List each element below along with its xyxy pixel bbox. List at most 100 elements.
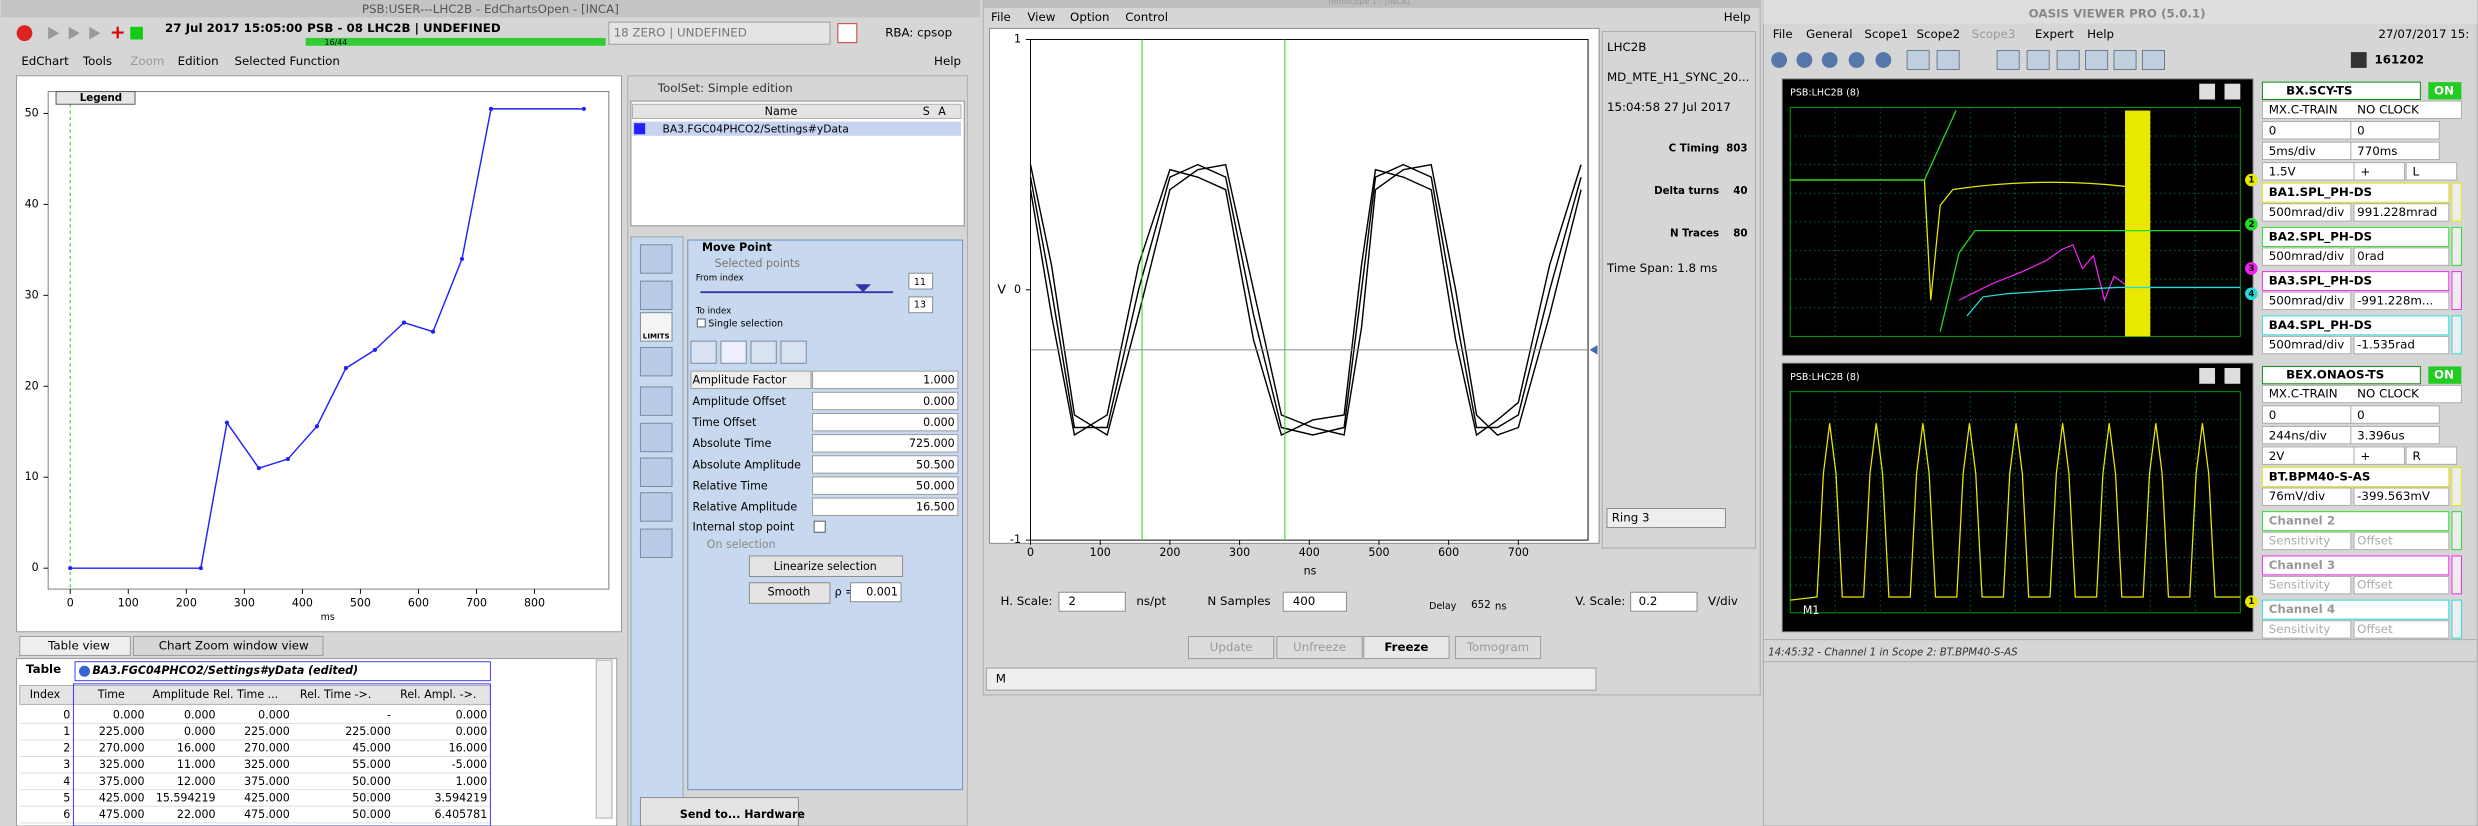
- menu-item[interactable]: Scope2: [1917, 27, 1961, 41]
- input[interactable]: [812, 434, 959, 453]
- channel-box[interactable]: [2261, 315, 2450, 336]
- tool-icon[interactable]: [2026, 50, 2050, 70]
- mode-button[interactable]: [690, 340, 717, 364]
- channel-toggle[interactable]: [2451, 226, 2462, 266]
- menu-item[interactable]: Option: [1070, 10, 1109, 24]
- channel-box[interactable]: [2261, 599, 2450, 620]
- tool-button[interactable]: [639, 312, 673, 342]
- dropdown[interactable]: [1630, 591, 1698, 612]
- menu-item[interactable]: Scope3: [1972, 27, 2016, 41]
- scrollbar[interactable]: [595, 659, 613, 819]
- tool-button[interactable]: [639, 492, 673, 522]
- tab[interactable]: [19, 636, 131, 656]
- input[interactable]: [812, 412, 959, 432]
- play-icon[interactable]: [89, 26, 101, 40]
- field[interactable]: [2261, 487, 2352, 506]
- play-icon[interactable]: [48, 26, 60, 40]
- field[interactable]: [2261, 531, 2352, 551]
- menu-item[interactable]: Help: [934, 54, 961, 68]
- tool-icon[interactable]: [1906, 50, 1930, 70]
- field[interactable]: [2350, 425, 2440, 445]
- menu-item[interactable]: File: [991, 10, 1011, 24]
- menu-item[interactable]: Expert: [2035, 27, 2074, 41]
- dropdown[interactable]: [1606, 508, 1726, 528]
- field[interactable]: [2350, 121, 2440, 140]
- zoom-icon[interactable]: [2199, 83, 2216, 100]
- channel-toggle[interactable]: [2451, 555, 2462, 595]
- field[interactable]: [2261, 620, 2352, 639]
- field[interactable]: [2353, 335, 2450, 355]
- tool-button[interactable]: [639, 422, 673, 453]
- menu-item[interactable]: General: [1806, 27, 1853, 41]
- menu-item[interactable]: Edition: [178, 54, 219, 68]
- mode-button[interactable]: [780, 340, 807, 364]
- menu-item[interactable]: Help: [1724, 10, 1751, 24]
- button[interactable]: [1187, 636, 1275, 660]
- label[interactable]: Unfreeze: [1293, 640, 1346, 654]
- dropdown[interactable]: [690, 370, 812, 389]
- field[interactable]: [2261, 203, 2352, 222]
- button[interactable]: [1276, 636, 1363, 660]
- level-handle[interactable]: [1589, 345, 1598, 355]
- field[interactable]: [2353, 247, 2450, 266]
- label[interactable]: Tomogram: [1466, 640, 1529, 654]
- checkbox[interactable]: [696, 318, 706, 328]
- field[interactable]: [2353, 575, 2450, 595]
- tab[interactable]: [132, 636, 324, 656]
- input[interactable]: [850, 582, 902, 603]
- field[interactable]: [2261, 291, 2352, 311]
- mode-button[interactable]: [750, 340, 777, 364]
- input[interactable]: [812, 497, 959, 516]
- field[interactable]: [2353, 162, 2406, 181]
- tool-icon[interactable]: [2113, 50, 2137, 70]
- tool-icon[interactable]: [2141, 50, 2165, 70]
- label[interactable]: Smooth: [768, 585, 811, 598]
- tool-icon[interactable]: [1796, 52, 1813, 68]
- channel-toggle[interactable]: [2451, 271, 2462, 311]
- menu-item[interactable]: EdChart: [21, 54, 69, 68]
- menu-item[interactable]: Zoom: [130, 54, 164, 68]
- field[interactable]: [2353, 291, 2450, 311]
- zoom-icon[interactable]: [2199, 367, 2216, 384]
- channel-box[interactable]: [2261, 271, 2450, 292]
- field[interactable]: [2350, 141, 2440, 160]
- field[interactable]: [2353, 203, 2450, 222]
- button[interactable]: [1454, 636, 1542, 660]
- tool-icon[interactable]: [2056, 50, 2080, 70]
- field[interactable]: [2261, 335, 2352, 355]
- label[interactable]: Linearize selection: [774, 560, 877, 573]
- stop-icon[interactable]: [16, 25, 33, 42]
- tool-icon[interactable]: [2085, 50, 2109, 70]
- input[interactable]: [812, 370, 959, 389]
- channel-box[interactable]: [2261, 555, 2450, 576]
- channel-box[interactable]: [2261, 226, 2450, 247]
- button[interactable]: [748, 582, 831, 604]
- spinner[interactable]: [908, 296, 934, 314]
- tool-icon[interactable]: [1875, 52, 1892, 68]
- channel-toggle[interactable]: [2451, 599, 2462, 639]
- slider-thumb[interactable]: [855, 284, 872, 293]
- checkbox[interactable]: [813, 520, 826, 533]
- field[interactable]: [2405, 162, 2458, 181]
- button[interactable]: [1363, 636, 1450, 660]
- tool-icon[interactable]: [1848, 52, 1865, 68]
- tab-label[interactable]: Chart Zoom window view: [159, 638, 309, 652]
- menu-item[interactable]: Control: [1125, 10, 1168, 24]
- tool-icon[interactable]: [1996, 50, 2020, 70]
- field[interactable]: [2353, 531, 2450, 551]
- toggle[interactable]: [2428, 366, 2462, 384]
- channel-toggle[interactable]: [2451, 182, 2462, 222]
- tool-icon[interactable]: [1771, 52, 1788, 68]
- channel-toggle[interactable]: [2451, 315, 2462, 355]
- zoom-icon[interactable]: [2224, 367, 2241, 384]
- channel-toggle[interactable]: [2451, 467, 2462, 506]
- channel-toggle[interactable]: [2451, 511, 2462, 551]
- tool-button[interactable]: [639, 280, 673, 311]
- input[interactable]: [812, 455, 959, 474]
- field[interactable]: [2405, 446, 2458, 465]
- tool-button[interactable]: [639, 386, 673, 416]
- play-icon[interactable]: [68, 26, 80, 40]
- tool-button[interactable]: [639, 457, 673, 487]
- input[interactable]: [812, 391, 959, 411]
- tool-button[interactable]: [639, 244, 673, 274]
